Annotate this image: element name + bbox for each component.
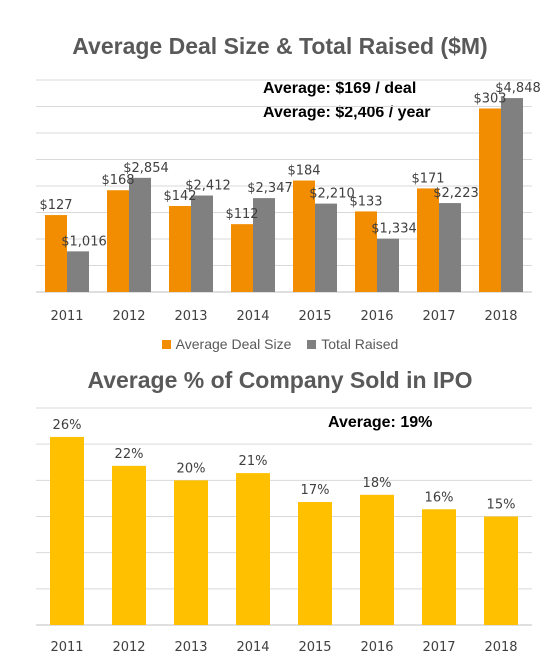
- bar-percent-sold: [112, 465, 146, 625]
- x-tick-label: 2012: [112, 309, 145, 324]
- bar-percent-sold: [50, 436, 84, 625]
- bar-average-deal-size: [169, 205, 191, 292]
- data-label-percent-sold: 26%: [53, 418, 82, 433]
- bar-percent-sold: [298, 502, 332, 625]
- data-label-total-raised: $1,016: [61, 234, 107, 249]
- bar-total-raised: [501, 98, 523, 292]
- x-tick-label: 2017: [422, 309, 455, 324]
- data-label-total-raised: $1,334: [371, 222, 417, 237]
- data-label-average-deal-size: $171: [411, 171, 444, 186]
- x-tick-label: 2011: [50, 309, 83, 324]
- average-deal-annotation: Average: $169 / deal: [263, 80, 417, 97]
- data-label-average-deal-size: $303: [473, 91, 506, 106]
- data-label-percent-sold: 17%: [301, 483, 330, 498]
- bar-total-raised: [377, 238, 399, 292]
- bar-average-deal-size: [417, 188, 439, 292]
- bar-average-deal-size: [293, 180, 315, 292]
- x-tick-label: 2011: [50, 640, 83, 655]
- data-label-average-deal-size: $133: [349, 194, 382, 209]
- x-tick-label: 2015: [298, 640, 331, 655]
- bar-average-deal-size: [355, 211, 377, 292]
- data-label-total-raised: $2,210: [309, 187, 355, 202]
- data-label-percent-sold: 20%: [177, 461, 206, 476]
- average-year-annotation: Average: $2,406 / year: [263, 104, 431, 121]
- bar-total-raised: [129, 177, 151, 292]
- data-label-average-deal-size: $112: [225, 207, 258, 222]
- chart-title-percent-sold: Average % of Company Sold in IPO: [87, 367, 473, 393]
- data-label-percent-sold: 15%: [487, 498, 516, 513]
- bar-average-deal-size: [107, 190, 129, 292]
- bar-percent-sold: [360, 494, 394, 625]
- x-tick-label: 2018: [484, 309, 517, 324]
- x-tick-label: 2015: [298, 309, 331, 324]
- bar-total-raised: [67, 251, 89, 292]
- x-tick-label: 2016: [360, 309, 393, 324]
- x-tick-label: 2014: [236, 309, 269, 324]
- x-tick-label: 2013: [174, 640, 207, 655]
- data-label-average-deal-size: $184: [287, 164, 320, 179]
- data-label-total-raised: $4,848: [495, 81, 541, 96]
- x-tick-label: 2013: [174, 309, 207, 324]
- legend-item-average-deal-size: Average Deal Size: [161, 336, 292, 352]
- x-tick-label: 2018: [484, 640, 517, 655]
- data-label-average-deal-size: $142: [163, 189, 196, 204]
- legend-label-average-deal-size: Average Deal Size: [175, 336, 292, 352]
- bar-average-deal-size: [479, 108, 501, 293]
- data-label-percent-sold: 16%: [425, 490, 454, 505]
- bar-percent-sold: [236, 473, 270, 625]
- legend-swatch-orange: [161, 340, 171, 349]
- average-percent-annotation: Average: 19%: [328, 414, 433, 431]
- bar-percent-sold: [422, 509, 456, 625]
- data-label-total-raised: $2,854: [123, 161, 169, 176]
- x-tick-label: 2017: [422, 640, 455, 655]
- x-tick-label: 2012: [112, 640, 145, 655]
- x-tick-label: 2014: [236, 640, 269, 655]
- legend-swatch-gray: [307, 340, 317, 349]
- bar-total-raised: [315, 203, 337, 292]
- data-label-percent-sold: 18%: [363, 476, 392, 491]
- bar-average-deal-size: [231, 224, 253, 292]
- bar-percent-sold: [484, 516, 518, 625]
- bar-total-raised: [439, 203, 461, 292]
- data-label-total-raised: $2,412: [185, 179, 231, 194]
- bar-total-raised: [253, 198, 275, 292]
- legend-item-total-raised: Total Raised: [307, 336, 398, 352]
- data-label-total-raised: $2,223: [433, 186, 479, 201]
- data-label-percent-sold: 22%: [115, 447, 144, 462]
- chart-title-deal-size: Average Deal Size & Total Raised ($M): [72, 33, 488, 59]
- x-tick-label: 2016: [360, 640, 393, 655]
- bar-average-deal-size: [45, 215, 67, 292]
- data-label-percent-sold: 21%: [239, 454, 268, 469]
- bar-percent-sold: [174, 480, 208, 625]
- legend-label-total-raised: Total Raised: [321, 336, 399, 352]
- bar-total-raised: [191, 195, 213, 292]
- chart-legend: Average Deal Size Total Raised: [0, 336, 560, 352]
- data-label-total-raised: $2,347: [247, 181, 293, 196]
- data-label-average-deal-size: $127: [39, 198, 72, 213]
- data-label-average-deal-size: $168: [101, 173, 134, 188]
